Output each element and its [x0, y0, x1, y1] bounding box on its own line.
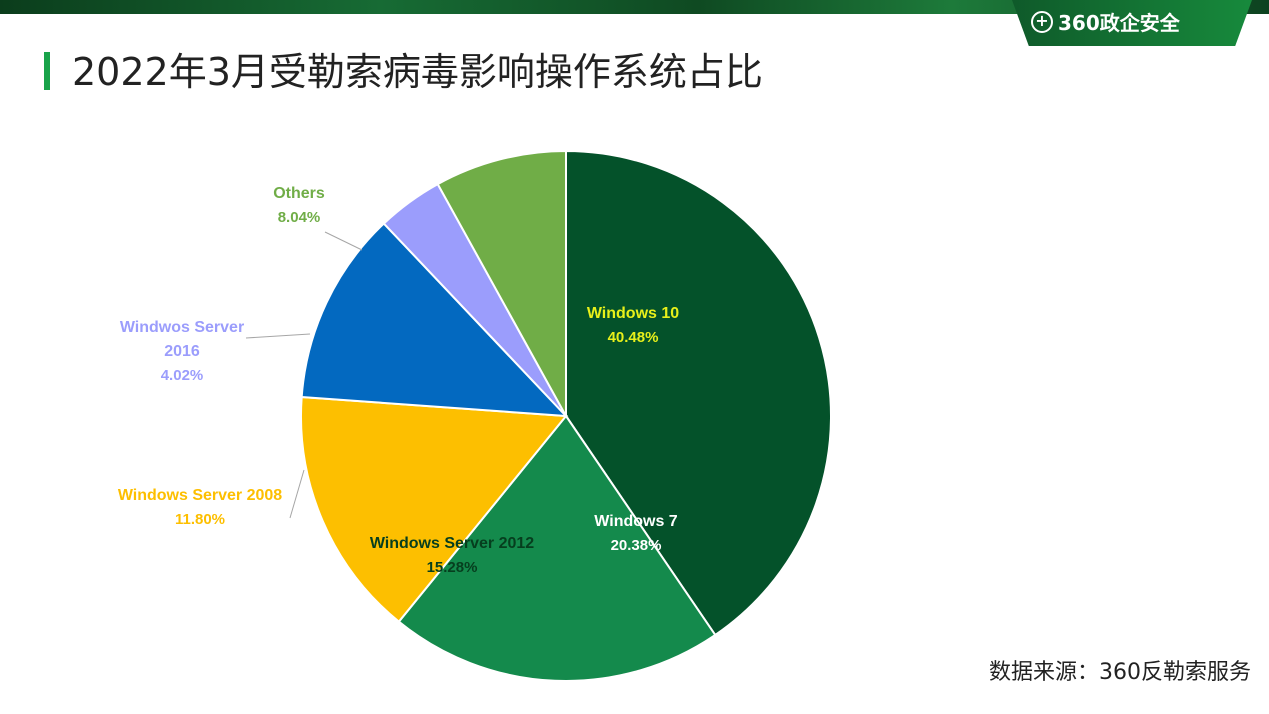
data-source-note: 数据来源：360反勒索服务 [989, 660, 1251, 685]
leader-line-others [324, 231, 363, 251]
pie-slice-windows-7 [397, 414, 717, 682]
slice-value-windwos-server-2016: 4.02% [161, 367, 204, 384]
plus-circle-icon: + [1031, 11, 1053, 33]
slice-value-windows-server-2012: 15.28% [427, 559, 478, 576]
slice-label-windows-server-2012: Windows Server 2012 [370, 535, 534, 552]
slice-label-windows-10: Windows 10 [587, 305, 679, 322]
slice-label-windows-server-2008: Windows Server 2008 [118, 487, 282, 504]
title-accent-bar [44, 52, 50, 90]
pie-slice-windows-10 [565, 149, 832, 637]
slice-value-others: 8.04% [278, 209, 321, 226]
slice-value-windows-7: 20.38% [611, 537, 662, 554]
logo-text: 360政企安全 [1058, 11, 1180, 35]
slice-value-windows-10: 40.48% [608, 329, 659, 346]
leader-line-windwos-server-2016 [245, 333, 311, 339]
slice-value-windows-server-2008: 11.80% [175, 511, 225, 528]
slice-label-others: Others [273, 185, 325, 202]
pie-slice-others [436, 149, 567, 417]
leader-line-windows-server-2008 [289, 469, 305, 519]
slice-label-windwos-server-2016: Windwos Server 2016 [120, 319, 244, 360]
pie-slice-windows-server-2012 [300, 395, 568, 624]
page-title: 2022年3月受勒索病毒影响操作系统占比 [72, 50, 763, 94]
slice-label-windows-7: Windows 7 [594, 513, 678, 530]
pie-slice-windows-server-2008 [300, 222, 569, 418]
top-banner [0, 0, 1269, 14]
